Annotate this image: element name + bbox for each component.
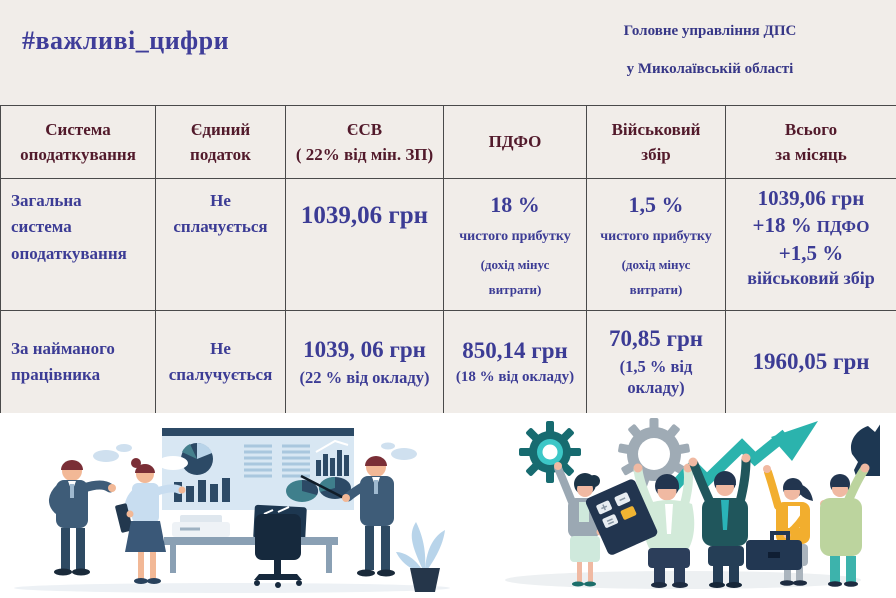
cell-employee-pdfo: 850,14 грн (18 % від окладу)	[444, 311, 587, 414]
team-member-green-coat	[820, 463, 870, 587]
amount-value: 850,14 грн	[462, 337, 568, 363]
illustration-band	[0, 413, 896, 598]
org-name-line1: Головне управління ДПС	[623, 23, 797, 39]
cell-general-military: 1,5 % чистого прибутку (дохід мінус витр…	[587, 179, 726, 311]
tax-table: Система оподаткування Єдиний податок ЄСВ…	[0, 105, 896, 414]
amount-value: 70,85 грн	[609, 326, 703, 352]
page-title: #важливі_цифри	[22, 26, 230, 55]
value-line: Не	[210, 191, 231, 210]
value-line: спалучується	[168, 365, 273, 384]
header-cell-total: Всього за місяць	[726, 106, 896, 179]
cell-general-system-label: Загальна система оподаткування	[1, 179, 156, 311]
row-label: За найманого працівника	[11, 338, 115, 384]
value-note: (дохід мінус витрати)	[621, 257, 691, 297]
teamwork-growth-illustration	[505, 418, 880, 589]
potted-plant	[396, 522, 445, 592]
cell-employee-military: 70,85 грн (1,5 % від окладу)	[587, 311, 726, 414]
header-line: Всього	[784, 119, 838, 139]
header-line: ( 22% від мін. ЗП)	[295, 145, 434, 164]
header-line: ЄСВ	[346, 119, 383, 139]
cell-employee-esv: 1039, 06 грн (22 % від окладу)	[286, 311, 444, 414]
speech-bubble-icon	[93, 442, 417, 462]
total-line: військовий збір	[747, 267, 875, 288]
header-line: ПДФО	[488, 132, 542, 152]
value-note: (1,5 % від окладу)	[619, 356, 693, 398]
org-name-block: Головне управління ДПС у Миколаївській о…	[555, 22, 865, 78]
cell-employee-label: За найманого працівника	[1, 311, 156, 414]
value-note: чистого прибутку	[600, 229, 712, 244]
amount-value: 1039, 06 грн	[303, 336, 426, 362]
header-line: Система	[45, 119, 111, 139]
briefcase-icon	[746, 531, 802, 570]
cell-general-single-tax: Не сплачується	[156, 179, 286, 311]
total-line: +18 % ПДФО	[753, 212, 870, 239]
value-note: (22 % від окладу)	[299, 367, 430, 387]
header-cell-pdfo: ПДФО	[444, 106, 587, 179]
value-line: сплачується	[173, 217, 268, 237]
value-note: чистого прибутку	[459, 229, 571, 244]
org-name-line2: у Миколаївській області	[626, 61, 794, 77]
team-member-mint-shirt	[633, 463, 695, 588]
header-line: за місяць	[775, 145, 847, 164]
value-note: (дохід мінус витрати)	[480, 257, 550, 297]
calculator-icon	[585, 479, 658, 555]
header-line: оподаткування	[20, 145, 136, 164]
cell-general-pdfo: 18 % чистого прибутку (дохід мінус витра…	[444, 179, 587, 311]
businesswoman	[115, 458, 186, 584]
total-line-sub: ПДФО	[816, 217, 870, 237]
percent-value: 1,5 %	[628, 192, 684, 217]
teal-gear-icon	[519, 421, 581, 483]
header-cell-tax-system: Система оподаткування	[1, 106, 156, 179]
total-line: +1,5 %	[778, 240, 844, 265]
total-line: 1039,06 грн	[757, 186, 865, 210]
businessman-left	[49, 460, 116, 576]
header-line: Єдиний	[190, 119, 251, 139]
cell-employee-total: 1960,05 грн	[726, 311, 896, 414]
cell-employee-single-tax: Не спалучується	[156, 311, 286, 414]
total-line-main: +18 %	[752, 213, 812, 238]
pointer-stick	[300, 474, 347, 501]
office-desk	[164, 537, 338, 573]
percent-value: 18 %	[490, 192, 540, 217]
business-presentation-illustration	[14, 428, 450, 593]
row-label: Загальна система оподаткування	[11, 191, 127, 263]
office-chair	[254, 514, 302, 588]
amount-value: 1039,06 грн	[300, 202, 429, 229]
value-line: Не	[210, 338, 231, 358]
chess-knight-icon	[851, 424, 880, 476]
presentation-board-chart	[158, 428, 354, 510]
amount-value: 1960,05 грн	[752, 348, 870, 374]
header-line: збір	[641, 145, 671, 164]
header-cell-single-tax: Єдиний податок	[156, 106, 286, 179]
value-note: (18 % від окладу)	[455, 368, 575, 385]
team-member-teal-suit	[688, 453, 751, 588]
businessman-pointing	[342, 456, 395, 577]
header-cell-esv: ЄСВ ( 22% від мін. ЗП)	[286, 106, 444, 179]
team-member-gray-jacket	[554, 462, 604, 587]
cell-general-esv: 1039,06 грн	[286, 179, 444, 311]
printer	[172, 515, 230, 537]
cell-general-total: 1039,06 грн +18 % ПДФО +1,5 % військовий …	[726, 179, 896, 311]
header-cell-military: Військовий збір	[587, 106, 726, 179]
header-line: Військовий	[611, 119, 701, 139]
header-line: податок	[190, 145, 251, 164]
